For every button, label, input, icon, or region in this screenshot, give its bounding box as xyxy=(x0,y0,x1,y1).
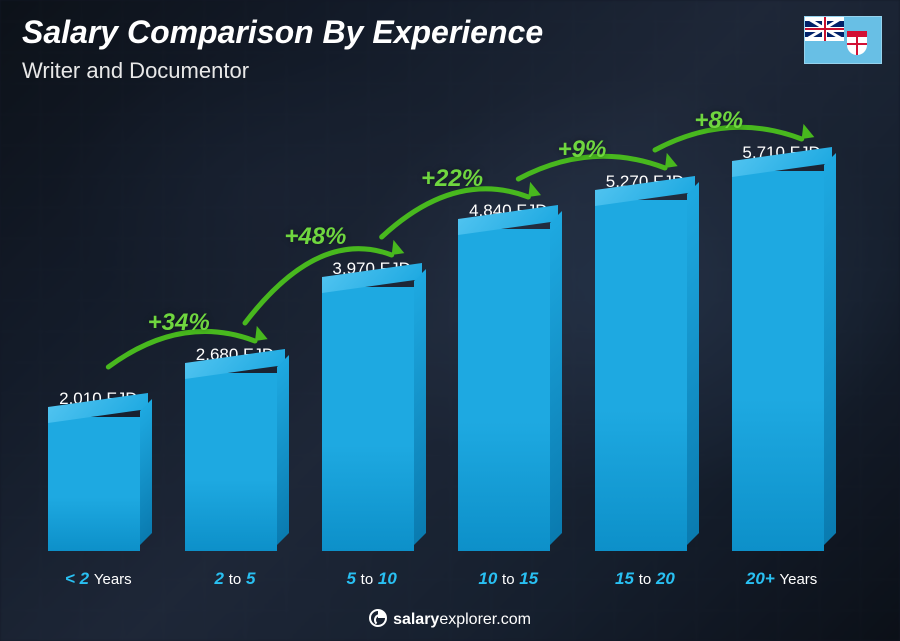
x-label-0: < 2 Years xyxy=(39,569,157,589)
flag-union-jack xyxy=(805,17,844,41)
page-subtitle: Writer and Documentor xyxy=(22,58,249,84)
footer-watermark: salaryexplorer.com xyxy=(0,609,900,629)
page-title: Salary Comparison By Experience xyxy=(22,14,543,51)
footer-brand-rest: explorer.com xyxy=(439,611,531,628)
logo-icon xyxy=(369,609,387,627)
country-flag-fiji xyxy=(804,16,882,64)
x-label-2: 5 to 10 xyxy=(313,569,431,589)
footer-brand-bold: salary xyxy=(393,611,439,628)
x-label-5: 20+ Years xyxy=(723,569,841,589)
x-label-4: 15 to 20 xyxy=(586,569,704,589)
bar-chart: 2,010 FJD2,680 FJD3,970 FJD4,840 FJD5,27… xyxy=(30,100,850,551)
infographic-content: Salary Comparison By Experience Writer a… xyxy=(0,0,900,641)
x-label-3: 10 to 15 xyxy=(449,569,567,589)
increase-pct-label: +8% xyxy=(694,107,743,135)
x-axis-labels: < 2 Years 2 to 5 5 to 10 10 to 15 15 to 20 20… xyxy=(30,569,850,589)
x-label-1: 2 to 5 xyxy=(176,569,294,589)
